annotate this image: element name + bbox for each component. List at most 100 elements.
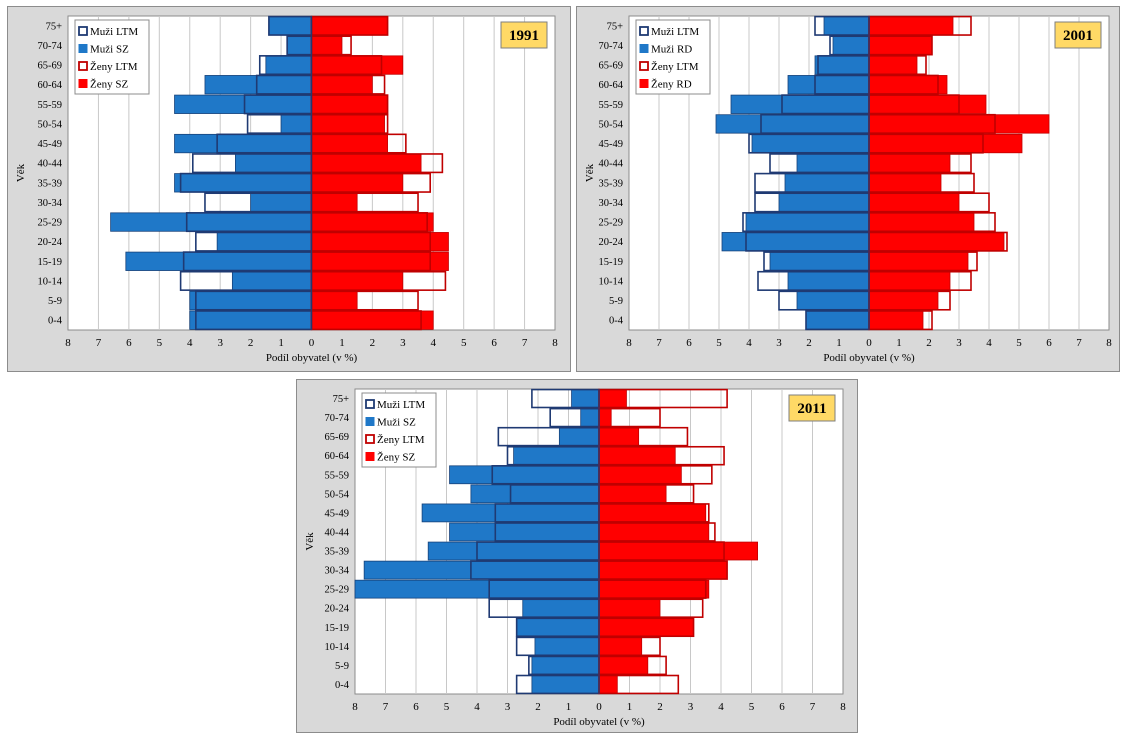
- female-bar-50-54: [868, 114, 1050, 134]
- male-bar-5-9: [189, 290, 312, 311]
- female-bar-45-49: [311, 133, 388, 154]
- x-tick-label: 2: [370, 337, 376, 349]
- male-bar-10-14: [534, 636, 600, 656]
- female-bar-75+: [868, 16, 954, 36]
- y-tick-label: 10-14: [325, 642, 350, 653]
- year-label: 2011: [797, 401, 826, 417]
- x-tick-label: 1: [627, 701, 633, 713]
- female-bar-40-44: [311, 153, 422, 173]
- female-bar-40-44: [598, 522, 710, 542]
- y-tick-label: 0-4: [335, 680, 350, 691]
- female-bar-55-59: [311, 94, 388, 114]
- y-tick-label: 55-59: [38, 100, 63, 111]
- legend: Muži LTM Muži SZ Ženy LTM Ženy SZ: [74, 19, 150, 95]
- male-bar-70-74: [580, 408, 600, 427]
- male-bar-45-49: [174, 133, 312, 154]
- y-tick-label: 50-54: [325, 489, 350, 500]
- male-bar-55-59: [174, 94, 312, 114]
- male-bar-25-29: [745, 212, 870, 232]
- y-tick-label: 35-39: [599, 178, 624, 189]
- x-tick-label: 8: [840, 701, 846, 713]
- female-bar-45-49: [868, 133, 1023, 154]
- legend-label: Muži LTM: [377, 399, 425, 411]
- male-bar-50-54: [470, 484, 600, 504]
- male-bar-50-54: [715, 114, 870, 134]
- male-bar-20-24: [522, 598, 600, 618]
- female-bar-25-29: [311, 212, 434, 232]
- x-tick-label: 8: [626, 337, 632, 349]
- x-axis-title: Podíl obyvatel (v %): [823, 352, 915, 364]
- female-bar-25-29: [598, 579, 710, 599]
- male-bar-40-44: [449, 522, 600, 542]
- x-tick-label: 8: [352, 701, 358, 713]
- female-bar-55-59: [598, 465, 682, 485]
- female-bar-15-19: [868, 251, 969, 271]
- female-bar-40-44: [868, 153, 951, 173]
- legend-swatch: [365, 452, 375, 461]
- female-bar-25-29: [868, 212, 975, 232]
- legend-swatch: [365, 417, 375, 426]
- legend-label: Ženy LTM: [377, 434, 425, 446]
- male-bar-75+: [571, 389, 600, 408]
- female-bar-30-34: [311, 192, 358, 213]
- male-bar-35-39: [427, 541, 600, 561]
- x-tick-label: 6: [1046, 337, 1052, 349]
- female-bar-20-24: [868, 232, 1005, 252]
- pyramid-chart-2011: 8 7 6 5 4 3 2 1 0 1 2 3 4 5 6 7 80-45-910-1415-1920-2425…: [304, 388, 846, 728]
- male-bar-0-4: [189, 310, 312, 330]
- y-tick-label: 40-44: [325, 527, 350, 538]
- y-tick-label: 60-64: [599, 80, 624, 91]
- x-tick-label: 8: [552, 337, 558, 349]
- legend-label: Muži SZ: [377, 417, 416, 429]
- y-tick-label: 5-9: [335, 661, 349, 672]
- y-tick-label: 20-24: [38, 237, 63, 248]
- y-tick-label: 60-64: [325, 451, 350, 462]
- female-bar-60-64: [868, 75, 948, 95]
- legend-label: Ženy SZ: [90, 79, 128, 91]
- female-bar-30-34: [868, 192, 960, 213]
- x-tick-label: 2: [657, 701, 663, 713]
- female-bar-50-54: [311, 114, 385, 134]
- y-tick-label: 65-69: [325, 432, 350, 443]
- x-tick-label: 0: [866, 337, 872, 349]
- male-bar-35-39: [784, 173, 870, 193]
- y-tick-label: 20-24: [599, 237, 624, 248]
- legend-swatch: [639, 61, 649, 71]
- x-tick-label: 3: [956, 337, 962, 349]
- y-tick-label: 50-54: [38, 119, 63, 130]
- x-tick-label: 6: [126, 337, 132, 349]
- x-tick-label: 4: [187, 337, 193, 349]
- female-bar-5-9: [598, 656, 649, 675]
- x-tick-label: 6: [491, 337, 497, 349]
- pyramid-chart-2001: 8 7 6 5 4 3 2 1 0 1 2 3 4 5 6 7 80-45-910-1415-1920-2425…: [584, 15, 1112, 364]
- chart-panel-2001: 8 7 6 5 4 3 2 1 0 1 2 3 4 5 6 7 8 0-4 5-9 10-14 15-19 20-24 25…: [576, 6, 1120, 372]
- legend-label: Ženy RD: [651, 79, 692, 91]
- x-tick-label: 1: [339, 337, 345, 349]
- male-bar-20-24: [721, 232, 870, 252]
- female-bar-0-4: [868, 310, 924, 330]
- legend-swatch: [78, 44, 88, 53]
- x-tick-label: 8: [1106, 337, 1112, 349]
- female-bar-0-4: [598, 675, 618, 694]
- y-tick-label: 45-49: [38, 139, 63, 150]
- x-tick-label: 4: [718, 701, 724, 713]
- female-bar-70-74: [598, 408, 612, 427]
- y-tick-label: 35-39: [325, 547, 350, 558]
- y-tick-label: 0-4: [48, 316, 63, 327]
- y-tick-label: 30-34: [325, 566, 350, 577]
- female-bar-60-64: [598, 446, 676, 466]
- female-bar-65-69: [311, 55, 404, 75]
- male-bar-0-4: [531, 675, 600, 694]
- legend-label: Muži LTM: [651, 26, 699, 38]
- y-tick-label: 70-74: [38, 41, 63, 52]
- male-bar-45-49: [751, 133, 870, 154]
- male-bar-15-19: [516, 617, 600, 637]
- female-bar-0-4: [311, 310, 434, 330]
- male-bar-20-24: [216, 232, 312, 252]
- male-bar-65-69: [265, 55, 312, 75]
- y-axis-title: Věk: [584, 163, 596, 182]
- y-tick-label: 15-19: [38, 257, 63, 268]
- y-tick-label: 5-9: [48, 296, 62, 307]
- x-tick-label: 6: [413, 701, 419, 713]
- x-tick-label: 3: [400, 337, 406, 349]
